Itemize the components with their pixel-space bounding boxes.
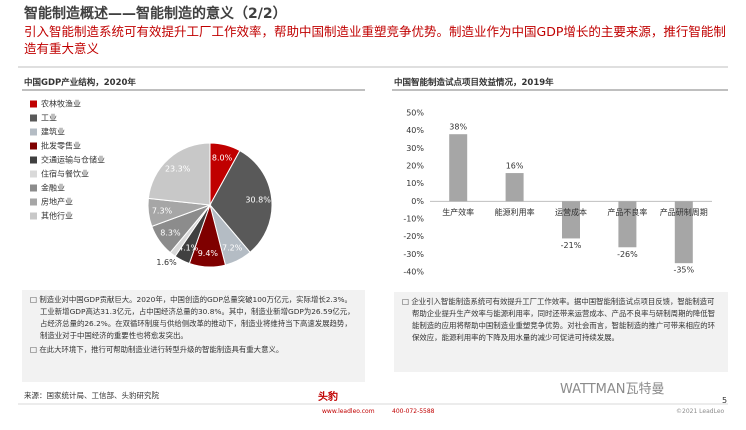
- note: 企业引入智能制造系统可有效提升工厂工作效率。据中国智能制造试点项目反馈，智能制造…: [411, 296, 720, 344]
- y-tick-label: 30%: [406, 144, 424, 153]
- note: 制造业对中国GDP贡献巨大。2020年，中国创造的GDP总量突破100万亿元，实…: [39, 294, 357, 342]
- bar: [618, 201, 637, 248]
- data-label: -35%: [673, 266, 694, 275]
- legend-swatch: [30, 184, 37, 192]
- y-tick-label: -40%: [403, 268, 424, 277]
- y-tick-label: -20%: [403, 232, 424, 241]
- phone: 400-072-5588: [392, 408, 435, 415]
- x-tick-label: 运营成本: [555, 207, 587, 217]
- y-tick-label: 50%: [406, 109, 424, 118]
- x-tick-label: 生产效率: [442, 207, 474, 217]
- legend-label: 其他行业: [41, 211, 73, 221]
- y-tick-label: 10%: [406, 179, 424, 188]
- pie-slice: [147, 142, 211, 206]
- legend-swatch: [30, 212, 37, 220]
- x-tick-label: 产品不良率: [607, 207, 647, 217]
- y-tick-label: -30%: [403, 250, 424, 259]
- legend-label: 批发零售业: [41, 141, 81, 151]
- legend-label: 交通运输与仓储业: [41, 155, 105, 165]
- data-label: -26%: [617, 250, 638, 259]
- x-tick-label: 能源利用率: [495, 207, 535, 217]
- legend-swatch: [30, 156, 37, 164]
- notes-left: 制造业对中国GDP贡献巨大。2020年，中国创造的GDP总量突破100万亿元，实…: [22, 290, 365, 382]
- data-label: 4.1%: [178, 244, 199, 253]
- data-label: 8.0%: [212, 154, 233, 163]
- note: 在此大环境下，推行可帮助制造业进行转型升级的智能制造具有重大意义。: [39, 344, 357, 356]
- legend-swatch: [30, 198, 37, 206]
- data-label: 16%: [506, 162, 524, 171]
- legend-label: 工业: [41, 113, 57, 123]
- title: 智能制造概述——智能制造的意义（2/2）: [24, 6, 287, 22]
- notes-right: 企业引入智能制造系统可有效提升工厂工作效率。据中国智能制造试点项目反馈，智能制造…: [394, 292, 728, 372]
- legend-swatch: [30, 100, 37, 108]
- legend-label: 房地产业: [41, 197, 73, 207]
- subtitle: 引入智能制造系统可有效提升工厂工作效率，帮助中国制造业重塑竞争优势。制造业作为中…: [24, 24, 726, 56]
- legend-swatch: [30, 114, 37, 122]
- y-tick-label: 40%: [406, 126, 424, 135]
- bar: [674, 201, 693, 264]
- data-label: 7.2%: [222, 243, 243, 252]
- watermark: WATTMAN瓦特曼: [560, 382, 665, 397]
- data-label: 8.3%: [160, 228, 181, 237]
- data-label: 1.6%: [156, 258, 177, 267]
- bar: [562, 201, 580, 239]
- data-label: 9.4%: [198, 249, 219, 258]
- legend-swatch: [30, 170, 37, 178]
- legend-label: 金融业: [41, 183, 65, 193]
- bar: [449, 134, 468, 202]
- page-number: 5: [722, 396, 728, 405]
- legend-swatch: [30, 142, 37, 150]
- website: www.leadleo.com: [322, 408, 375, 415]
- pie-slice: [209, 149, 273, 253]
- data-label: 7.3%: [152, 206, 173, 215]
- data-label: -21%: [561, 241, 582, 250]
- legend-label: 建筑业: [41, 127, 65, 137]
- y-tick-label: 0%: [411, 197, 424, 206]
- bar: [505, 173, 524, 202]
- legend-label: 农林牧渔业: [41, 99, 81, 109]
- data-label: 30.8%: [245, 196, 271, 205]
- chart-title: 中国GDP产业结构，2020年: [24, 78, 136, 88]
- source: 来源：国家统计局、工信部、头豹研究院: [24, 391, 159, 400]
- y-tick-label: -10%: [403, 215, 424, 224]
- legend-swatch: [30, 128, 37, 136]
- y-tick-label: 20%: [406, 162, 424, 171]
- data-label: 23.3%: [165, 165, 191, 174]
- data-label: 38%: [449, 123, 467, 132]
- logo: 头豹: [318, 392, 338, 403]
- legend-label: 住宿与餐饮业: [41, 169, 89, 179]
- copyright: ©2021 LeadLeo: [676, 408, 725, 415]
- chart-title: 中国智能制造试点项目效益情况，2019年: [394, 78, 554, 88]
- x-tick-label: 产品研制周期: [660, 207, 708, 217]
